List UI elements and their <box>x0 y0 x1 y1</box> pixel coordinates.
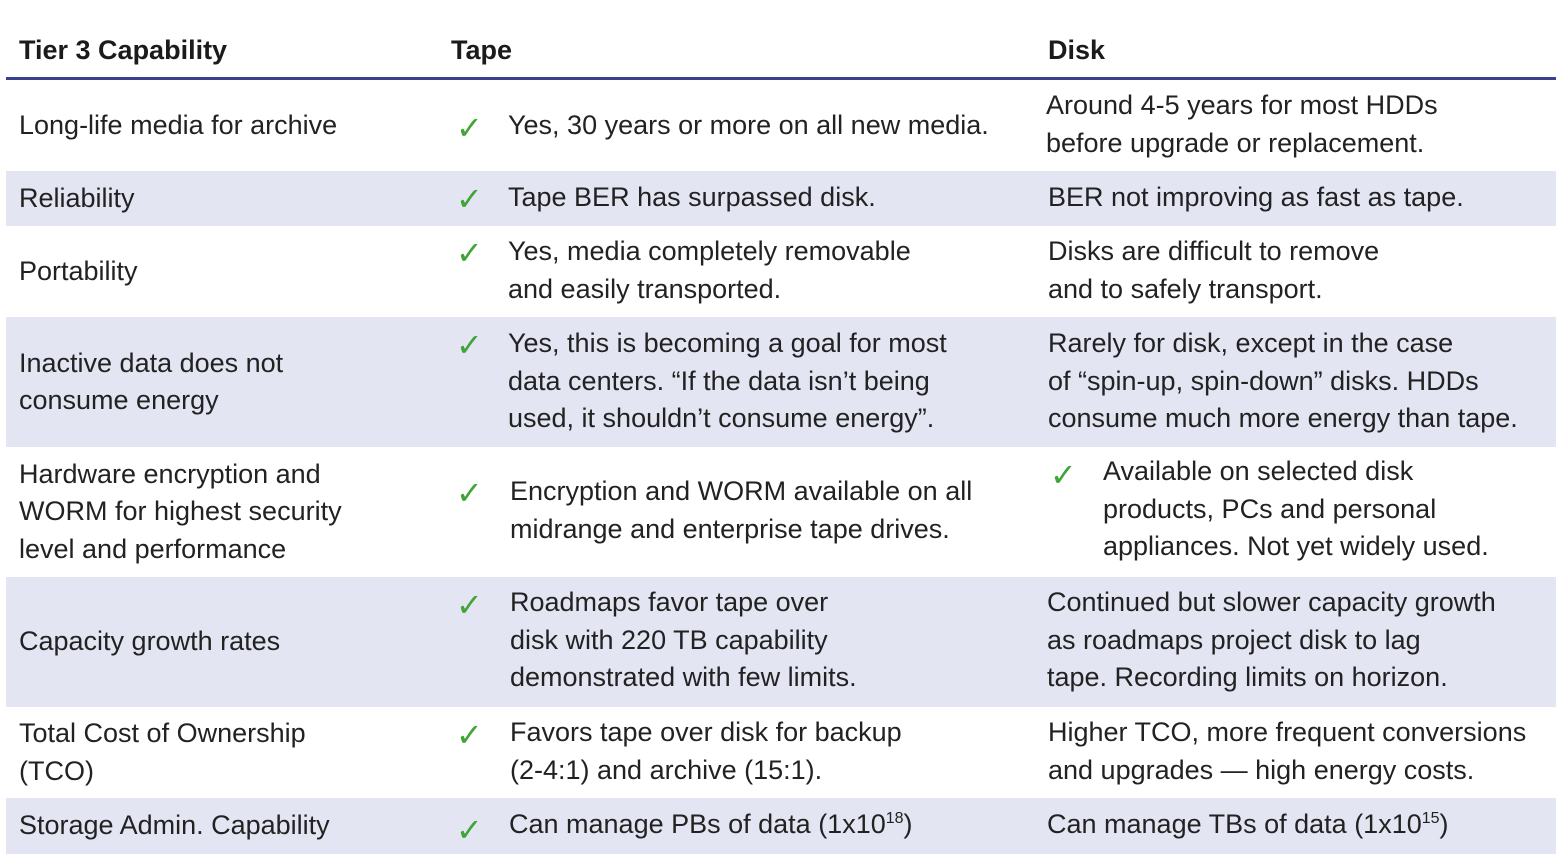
disk-cell: BER not improving as fast as tape. <box>1046 171 1551 226</box>
disk-cell: Around 4-5 years for most HDDs before up… <box>1046 80 1551 171</box>
disk-cell: Higher TCO, more frequent conversions an… <box>1046 707 1551 798</box>
capability-text: Portability <box>19 255 138 286</box>
disk-text: Rarely for disk, except in the case of “… <box>1048 328 1518 433</box>
header-capability: Tier 3 Capability <box>19 35 228 65</box>
tape-cell: ✓ Tape BER has surpassed disk. <box>456 171 1036 226</box>
capability-text: Total Cost of Ownership (TCO) <box>19 718 306 786</box>
table-row: Total Cost of Ownership (TCO) ✓ Favors t… <box>6 707 1556 798</box>
disk-text: Around 4-5 years for most HDDs before up… <box>1046 90 1438 158</box>
checkmark-icon: ✓ <box>456 475 483 511</box>
disk-cell: Can manage TBs of data (1x1015) <box>1046 798 1551 854</box>
tape-text: Roadmaps favor tape over disk with 220 T… <box>510 587 857 692</box>
tape-cell: ✓ Yes, media completely removable and ea… <box>456 226 1036 317</box>
tape-exponent: 18 <box>885 810 904 827</box>
header-tape: Tape <box>451 35 513 65</box>
tape-text: Encryption and WORM available on all mid… <box>510 476 973 544</box>
tape-text: Yes, this is becoming a goal for most da… <box>508 328 947 433</box>
checkmark-icon: ✓ <box>456 812 483 848</box>
table-row: Storage Admin. Capability ✓ Can manage P… <box>6 798 1556 854</box>
capability-cell: Total Cost of Ownership (TCO) <box>19 707 439 798</box>
disk-cell: Rarely for disk, except in the case of “… <box>1046 317 1551 447</box>
capability-cell: Capacity growth rates <box>19 577 439 707</box>
tape-cell: ✓ Encryption and WORM available on all m… <box>456 447 1036 577</box>
capability-text: Capacity growth rates <box>19 626 281 657</box>
disk-text: Available on selected disk products, PCs… <box>1103 456 1489 561</box>
capability-cell: Inactive data does not consume energy <box>19 317 439 447</box>
tape-text: Tape BER has surpassed disk. <box>508 182 876 212</box>
disk-text: Higher TCO, more frequent conversions an… <box>1048 717 1527 785</box>
tape-text: Can manage PBs of data (1x1018) <box>509 806 913 844</box>
tape-cell: ✓ Roadmaps favor tape over disk with 220… <box>456 577 1036 707</box>
table-row: Portability ✓ Yes, media completely remo… <box>6 226 1556 317</box>
checkmark-icon: ✓ <box>456 110 483 146</box>
capability-text: Hardware encryption and WORM for highest… <box>19 458 342 564</box>
table-row: Long-life media for archive ✓ Yes, 30 ye… <box>6 80 1556 171</box>
tape-text-main: Can manage PBs of data (1x10 <box>509 809 886 839</box>
tape-text: Favors tape over disk for backup (2-4:1)… <box>510 717 902 785</box>
table-row: Hardware encryption and WORM for highest… <box>6 447 1556 577</box>
disk-text: Can manage TBs of data (1x1015) <box>1047 806 1449 844</box>
disk-cell: ✓ Available on selected disk products, P… <box>1046 447 1551 577</box>
checkmark-icon: ✓ <box>456 717 483 753</box>
capability-text: Storage Admin. Capability <box>19 810 330 841</box>
tape-cell: ✓ Yes, 30 years or more on all new media… <box>456 80 1036 171</box>
disk-text-main: Can manage TBs of data (1x10 <box>1047 809 1422 839</box>
tape-cell: ✓ Favors tape over disk for backup (2-4:… <box>456 707 1036 798</box>
checkmark-icon: ✓ <box>456 327 483 363</box>
checkmark-icon: ✓ <box>456 181 483 217</box>
capability-cell: Portability <box>19 226 439 317</box>
capability-cell: Long-life media for archive <box>19 80 439 171</box>
disk-text: BER not improving as fast as tape. <box>1048 182 1464 212</box>
disk-text: Disks are difficult to remove and to saf… <box>1048 236 1380 304</box>
disk-cell: Disks are difficult to remove and to saf… <box>1046 226 1551 317</box>
table-header: Tier 3 Capability Tape Disk <box>6 0 1556 80</box>
capability-text: Long-life media for archive <box>19 109 338 140</box>
capability-text: Reliability <box>19 182 135 213</box>
checkmark-icon: ✓ <box>456 587 483 623</box>
capability-text: Inactive data does not consume energy <box>19 347 284 416</box>
table-row: Inactive data does not consume energy ✓ … <box>6 317 1556 447</box>
tape-cell: ✓ Can manage PBs of data (1x1018) <box>456 798 1036 854</box>
capability-cell: Hardware encryption and WORM for highest… <box>19 447 439 577</box>
capability-cell: Reliability <box>19 171 439 226</box>
tape-text: Yes, 30 years or more on all new media. <box>508 110 989 140</box>
table-row: Reliability ✓ Tape BER has surpassed dis… <box>6 171 1556 226</box>
disk-exponent: 15 <box>1421 810 1440 827</box>
tape-cell: ✓ Yes, this is becoming a goal for most … <box>456 317 1036 447</box>
header-disk: Disk <box>1048 35 1106 65</box>
tape-text-end: ) <box>903 809 913 839</box>
table-row: Capacity growth rates ✓ Roadmaps favor t… <box>6 577 1556 707</box>
comparison-table: Tier 3 Capability Tape Disk Long-life me… <box>6 0 1556 854</box>
checkmark-icon: ✓ <box>456 235 483 271</box>
disk-text: Continued but slower capacity growth as … <box>1047 587 1496 692</box>
disk-cell: Continued but slower capacity growth as … <box>1046 577 1551 707</box>
tape-text: Yes, media completely removable and easi… <box>508 236 911 304</box>
checkmark-icon: ✓ <box>1050 457 1077 493</box>
capability-cell: Storage Admin. Capability <box>19 798 439 854</box>
disk-text-end: ) <box>1439 809 1449 839</box>
